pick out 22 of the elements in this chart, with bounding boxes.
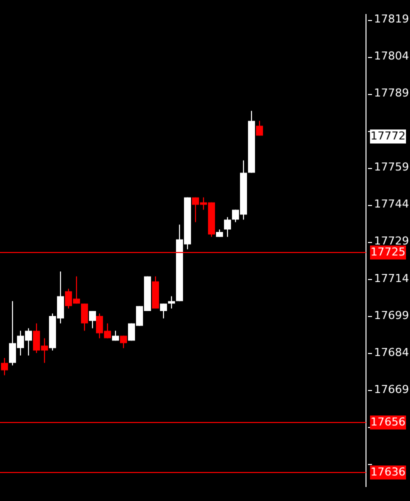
candlestick xyxy=(256,120,263,136)
y-tick-label: 17744 xyxy=(374,198,409,211)
candlestick xyxy=(160,303,167,319)
y-tick-label: 17819 xyxy=(374,12,409,26)
candlestick xyxy=(168,296,175,310)
candlestick xyxy=(224,216,231,238)
y-tick-label: 17669 xyxy=(374,382,409,396)
y-tick-label: 17699 xyxy=(374,308,409,322)
candlestick xyxy=(120,335,127,349)
y-tick-label: 17789 xyxy=(374,86,409,100)
ref-line-label: 17656 xyxy=(370,415,406,428)
y-tick-label: 17684 xyxy=(374,346,409,359)
candlestick xyxy=(81,303,88,332)
candlestick xyxy=(1,357,8,376)
ref-line-label: 17636 xyxy=(370,465,406,478)
y-tick-label: 17759 xyxy=(374,160,409,174)
ref-line-label: 17725 xyxy=(370,245,406,258)
text: 17772 xyxy=(370,129,406,142)
y-tick-label: 17804 xyxy=(374,49,409,62)
candlestick xyxy=(89,310,96,329)
y-tick-label: 17714 xyxy=(374,272,409,285)
y-tick-label: 17729 xyxy=(374,234,409,248)
